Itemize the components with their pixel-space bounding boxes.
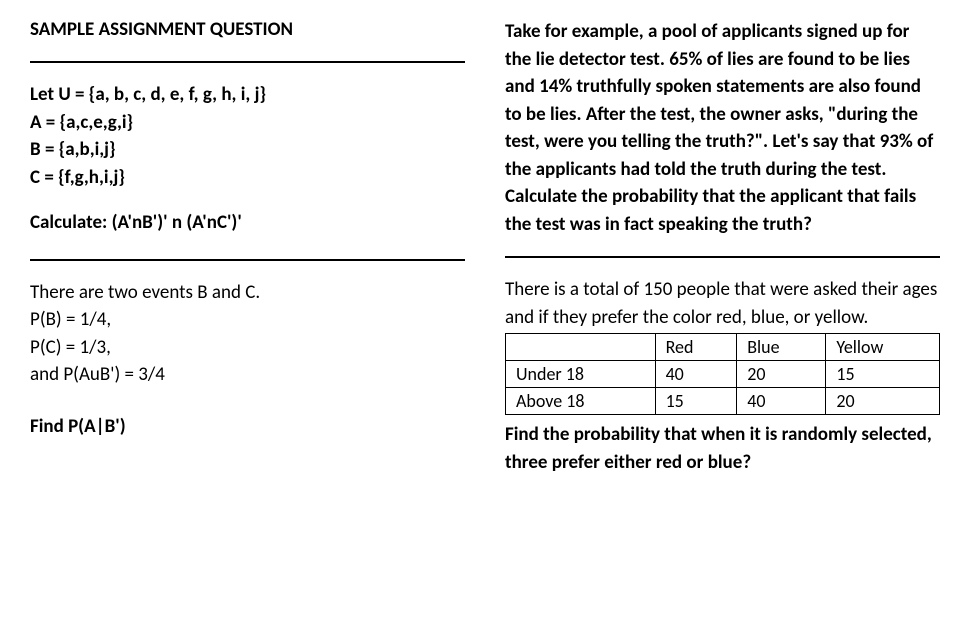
q2-find: Find P(A|B'): [30, 413, 465, 441]
table-cell: 20: [737, 361, 826, 388]
table-row: Under 18 40 20 15: [506, 361, 940, 388]
q2-line1: There are two events B and C.: [30, 279, 465, 307]
table-row: Red Blue Yellow: [506, 334, 940, 361]
question-1: Let U = {a, b, c, d, e, f, g, h, i, j} A…: [30, 81, 465, 191]
q2-line4: and P(AuB') = 3/4: [30, 361, 465, 389]
q1-line-c: C = {f,g,h,i,j}: [30, 164, 465, 192]
table-cell: 20: [826, 388, 940, 415]
right-column: Take for example, a pool of applicants s…: [505, 18, 940, 626]
q2-line3: P(C) = 1/3,: [30, 334, 465, 362]
q1-line-a: A = {a,c,e,g,i}: [30, 109, 465, 137]
table-cell: [506, 334, 656, 361]
q4-find: Find the probability that when it is ran…: [505, 421, 940, 476]
table-cell: Red: [655, 334, 737, 361]
color-age-table: Red Blue Yellow Under 18 40 20 15 Above …: [505, 333, 940, 415]
table-cell: Above 18: [506, 388, 656, 415]
table-cell: Yellow: [826, 334, 940, 361]
q2-line2: P(B) = 1/4,: [30, 306, 465, 334]
q1-calculate: Calculate: (A'nB')' n (A'nC')': [30, 209, 465, 237]
table-cell: 15: [655, 388, 737, 415]
table-cell: 40: [655, 361, 737, 388]
table-cell: 15: [826, 361, 940, 388]
divider: [30, 259, 465, 261]
left-column: SAMPLE ASSIGNMENT QUESTION Let U = {a, b…: [30, 18, 465, 626]
page-heading: SAMPLE ASSIGNMENT QUESTION: [30, 18, 465, 41]
divider: [505, 256, 940, 258]
question-2: There are two events B and C. P(B) = 1/4…: [30, 279, 465, 389]
table-cell: Under 18: [506, 361, 656, 388]
table-row: Above 18 15 40 20: [506, 388, 940, 415]
question-3: Take for example, a pool of applicants s…: [505, 18, 940, 238]
table-cell: Blue: [737, 334, 826, 361]
q1-line-u: Let U = {a, b, c, d, e, f, g, h, i, j}: [30, 81, 465, 109]
q1-line-b: B = {a,b,i,j}: [30, 136, 465, 164]
table-cell: 40: [737, 388, 826, 415]
divider: [30, 61, 465, 63]
q4-intro: There is a total of 150 people that were…: [505, 276, 940, 331]
